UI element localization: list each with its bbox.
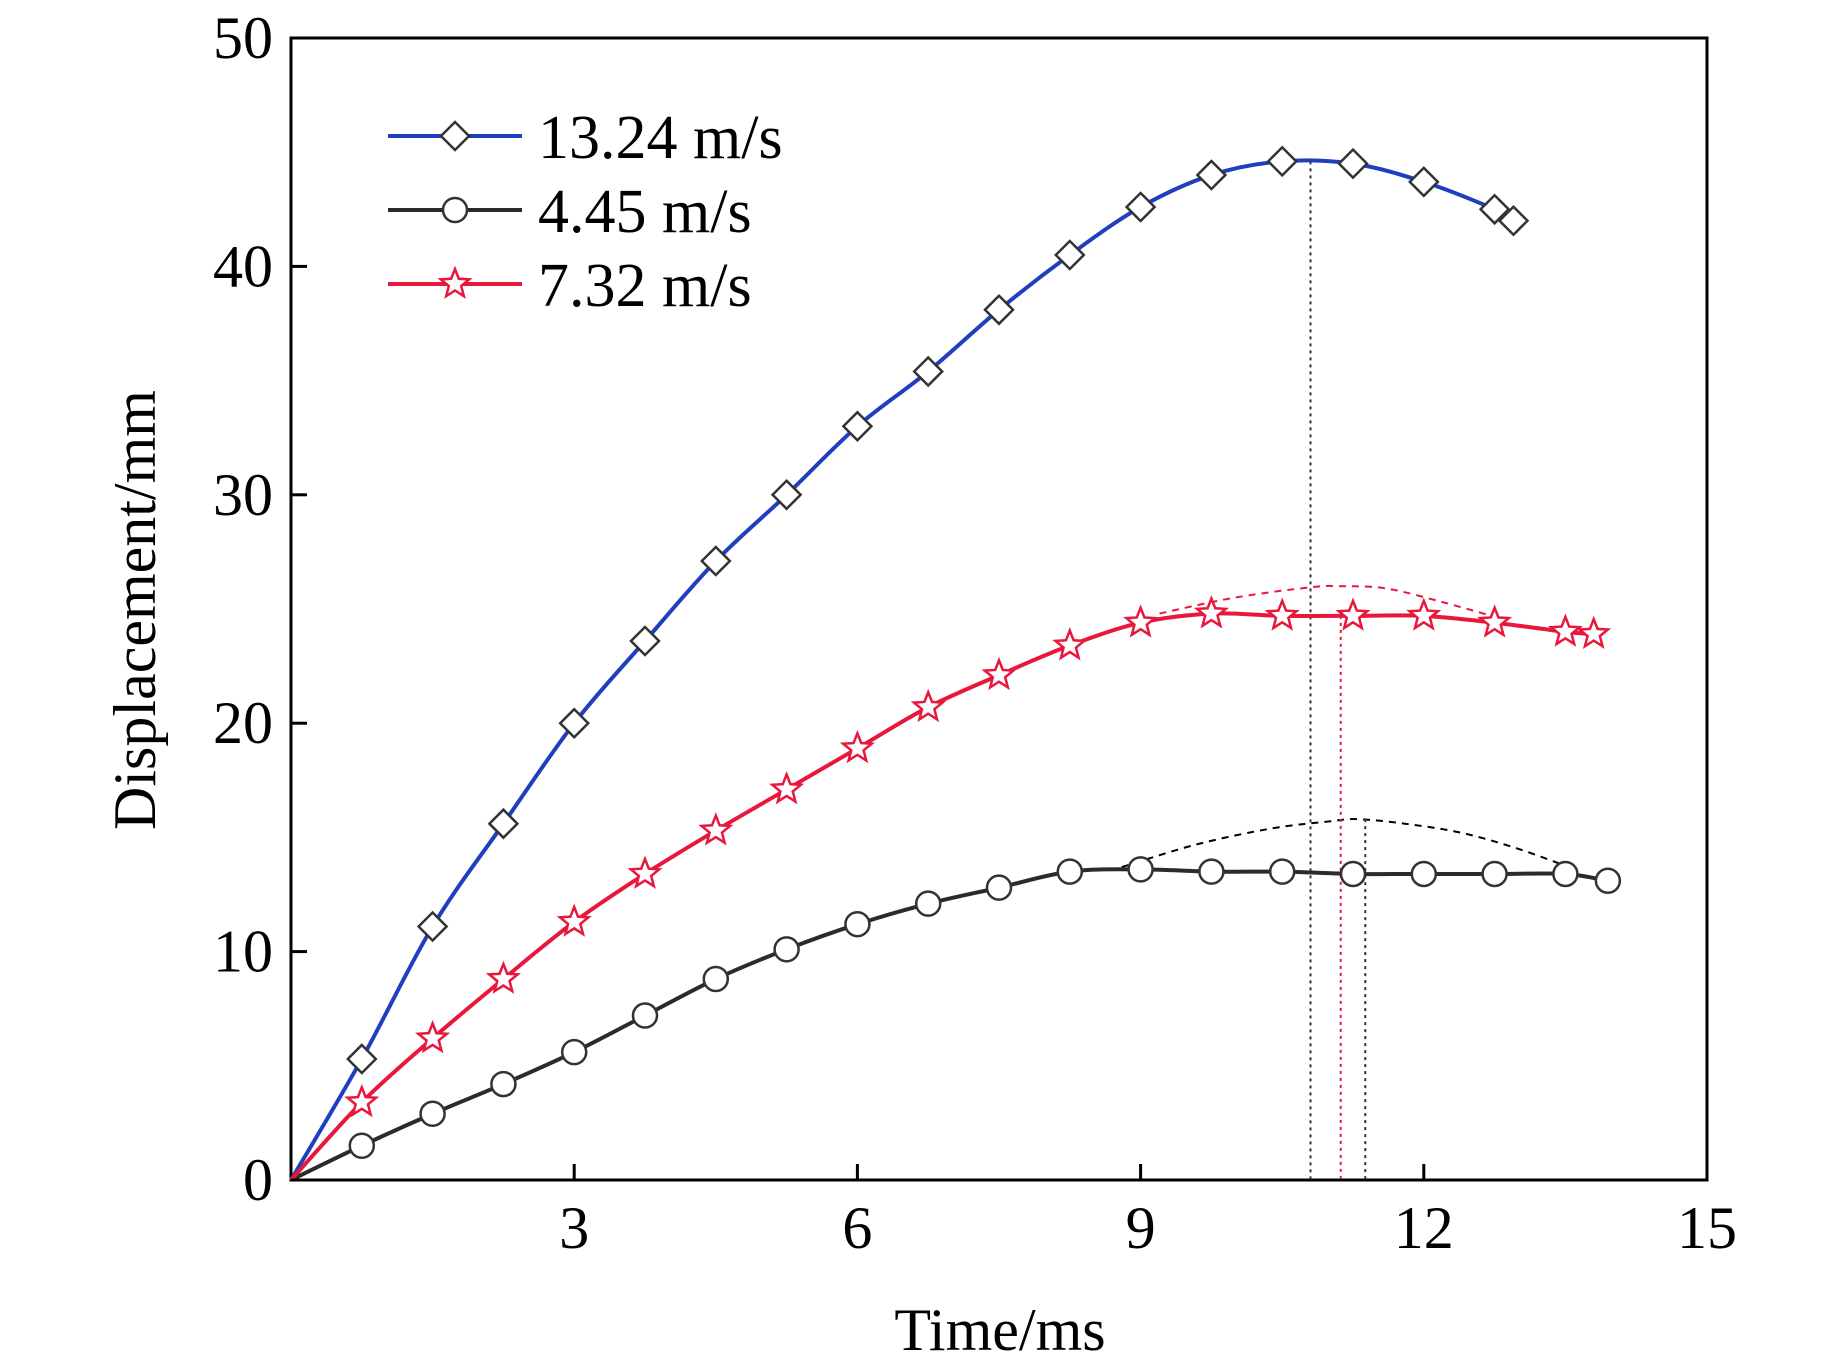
y-tick-label: 10 xyxy=(213,919,273,985)
data-point xyxy=(770,479,803,511)
y-tick-label: 40 xyxy=(213,233,273,299)
data-point xyxy=(346,1043,378,1075)
data-point xyxy=(1552,860,1579,888)
plot-frame xyxy=(289,36,1709,1182)
y-axis: 0 10 20 30 40 50 xyxy=(213,5,307,1213)
series-0 xyxy=(289,145,1530,1182)
data-point xyxy=(844,910,871,938)
data-point xyxy=(1576,615,1612,650)
data-point xyxy=(1264,597,1300,631)
data-point xyxy=(1127,856,1154,883)
data-point xyxy=(631,1002,659,1029)
data-point xyxy=(1497,204,1530,237)
data-point xyxy=(1195,159,1228,191)
legend-marker xyxy=(437,265,473,299)
data-point xyxy=(1056,858,1084,885)
data-point xyxy=(1266,145,1298,178)
data-point xyxy=(1124,191,1157,223)
data-point xyxy=(981,656,1017,691)
series-1 xyxy=(290,856,1622,1182)
data-point xyxy=(1408,166,1440,198)
x-tick-label: 6 xyxy=(842,1195,872,1261)
data-point xyxy=(629,625,661,657)
data-point xyxy=(485,960,521,994)
data-point xyxy=(1406,597,1442,631)
data-point xyxy=(556,903,592,937)
data-point xyxy=(839,729,875,764)
x-tick-label: 15 xyxy=(1677,1195,1737,1261)
data-point xyxy=(558,707,590,739)
x-tick-label: 3 xyxy=(559,1195,589,1261)
data-point xyxy=(487,807,520,840)
data-point xyxy=(627,855,663,889)
x-tick-label: 12 xyxy=(1394,1195,1454,1261)
legend-marker xyxy=(439,120,471,152)
data-point xyxy=(912,355,944,388)
data-point xyxy=(1477,604,1513,638)
legend-label: 4.45 m/s xyxy=(538,178,752,246)
series-line xyxy=(290,867,1609,1182)
data-point xyxy=(910,688,946,723)
data-point xyxy=(419,1100,446,1128)
series-line xyxy=(289,611,1594,1182)
legend-marker xyxy=(441,196,469,224)
data-point xyxy=(1594,867,1622,895)
data-point xyxy=(769,771,805,805)
legend-entry: 13.24 m/s xyxy=(388,104,783,172)
data-point xyxy=(1198,858,1225,885)
data-point xyxy=(1052,627,1088,661)
x-axis-title: Time/ms xyxy=(894,1297,1105,1363)
extrapolated-peak-curve xyxy=(1121,818,1576,871)
data-point xyxy=(348,1132,376,1159)
y-axis-title: Displacement/mm xyxy=(102,390,168,830)
series-2 xyxy=(289,595,1612,1182)
data-point xyxy=(1054,239,1086,271)
data-point xyxy=(702,965,730,993)
legend-entry: 4.45 m/s xyxy=(388,178,752,246)
y-tick-label: 20 xyxy=(213,690,273,756)
data-point xyxy=(1193,595,1229,629)
data-point xyxy=(415,1019,451,1054)
y-tick-label: 50 xyxy=(213,5,273,71)
extrapolated-peak-curve xyxy=(1159,584,1500,620)
x-tick-label: 9 xyxy=(1126,1195,1156,1261)
data-point xyxy=(983,294,1015,326)
data-point xyxy=(416,910,449,943)
plot-area xyxy=(289,36,1709,1182)
data-point xyxy=(344,1083,380,1118)
data-point xyxy=(1123,604,1159,638)
legend-label: 7.32 m/s xyxy=(538,252,752,320)
data-point xyxy=(1410,860,1438,888)
data-point xyxy=(914,890,942,917)
data-point xyxy=(1478,193,1511,226)
legend-label: 13.24 m/s xyxy=(538,104,783,172)
legend: 13.24 m/s4.45 m/s7.32 m/s xyxy=(388,104,783,320)
data-point xyxy=(1268,858,1296,885)
data-point xyxy=(490,1070,517,1098)
data-point xyxy=(700,545,732,577)
x-axis: 3 6 9 12 15 xyxy=(559,1164,1737,1261)
data-point xyxy=(1337,147,1369,180)
data-point xyxy=(1547,613,1583,647)
data-point xyxy=(560,1038,588,1066)
data-point xyxy=(1339,860,1367,888)
data-point xyxy=(1481,860,1508,888)
data-point xyxy=(698,812,734,846)
y-tick-label: 0 xyxy=(243,1147,273,1213)
data-point xyxy=(1335,597,1371,631)
legend-entry: 7.32 m/s xyxy=(388,252,752,320)
y-tick-label: 30 xyxy=(213,462,273,528)
series-line xyxy=(289,158,1515,1182)
data-point xyxy=(773,936,800,963)
data-point xyxy=(841,410,874,443)
data-point xyxy=(985,874,1013,901)
